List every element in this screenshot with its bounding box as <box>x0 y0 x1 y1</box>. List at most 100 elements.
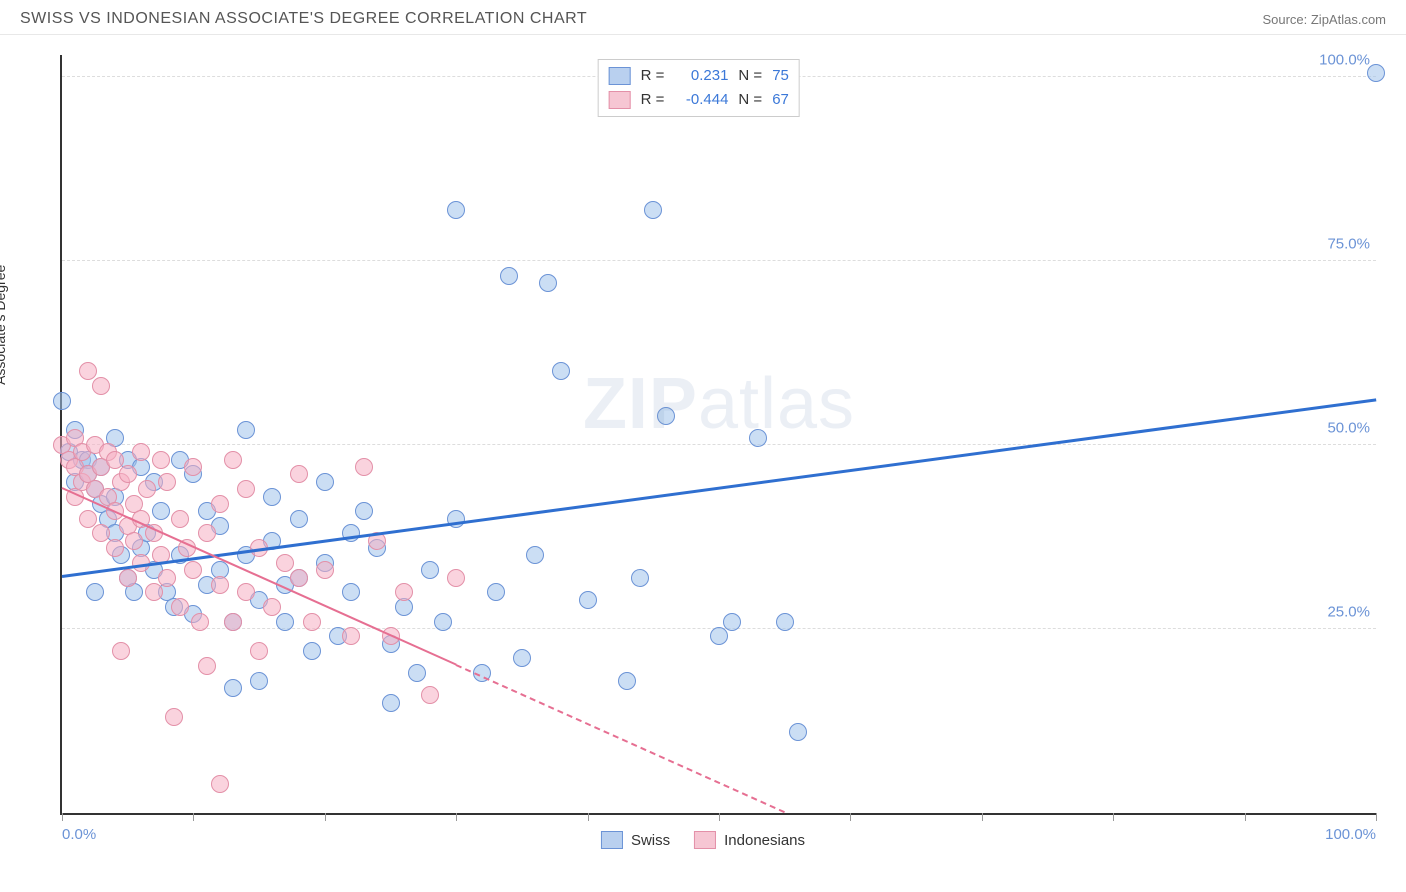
data-point <box>138 480 156 498</box>
data-point <box>211 576 229 594</box>
chart-container: ZIPatlas 25.0%50.0%75.0%100.0%0.0%100.0%… <box>20 35 1386 855</box>
data-point <box>250 672 268 690</box>
data-point <box>631 569 649 587</box>
data-point <box>276 613 294 631</box>
data-point <box>263 598 281 616</box>
x-axis-label: 100.0% <box>1325 826 1376 843</box>
data-point <box>421 686 439 704</box>
data-point <box>1367 64 1385 82</box>
data-point <box>421 561 439 579</box>
data-point <box>342 627 360 645</box>
data-point <box>79 362 97 380</box>
legend-swatch <box>609 91 631 109</box>
legend-r-value: 0.231 <box>674 64 728 88</box>
trend-line <box>62 398 1376 578</box>
data-point <box>316 473 334 491</box>
data-point <box>644 201 662 219</box>
legend-row: R =0.231N =75 <box>609 64 789 88</box>
data-point <box>171 510 189 528</box>
legend-r-label: R = <box>641 64 665 88</box>
data-point <box>382 694 400 712</box>
data-point <box>290 510 308 528</box>
data-point <box>355 458 373 476</box>
legend-r-label: R = <box>641 88 665 112</box>
data-point <box>237 583 255 601</box>
data-point <box>263 488 281 506</box>
data-point <box>500 267 518 285</box>
x-tick <box>325 813 326 821</box>
x-tick <box>62 813 63 821</box>
data-point <box>158 473 176 491</box>
y-tick-label: 75.0% <box>1327 236 1370 253</box>
data-point <box>657 407 675 425</box>
data-point <box>447 569 465 587</box>
data-point <box>237 421 255 439</box>
data-point <box>355 502 373 520</box>
data-point <box>513 649 531 667</box>
data-point <box>198 524 216 542</box>
legend-r-value: -0.444 <box>674 88 728 112</box>
legend-label: Swiss <box>631 832 670 849</box>
data-point <box>158 569 176 587</box>
data-point <box>434 613 452 631</box>
data-point <box>191 613 209 631</box>
data-point <box>211 495 229 513</box>
data-point <box>290 569 308 587</box>
data-point <box>290 465 308 483</box>
data-point <box>145 583 163 601</box>
legend-n-value: 67 <box>772 88 789 112</box>
chart-source: Source: ZipAtlas.com <box>1262 12 1386 27</box>
data-point <box>171 598 189 616</box>
data-point <box>184 561 202 579</box>
data-point <box>198 657 216 675</box>
data-point <box>447 201 465 219</box>
legend-top: R =0.231N =75R =-0.444N =67 <box>598 59 800 117</box>
x-tick <box>719 813 720 821</box>
legend-item: Swiss <box>601 831 670 849</box>
data-point <box>132 443 150 461</box>
data-point <box>408 664 426 682</box>
data-point <box>710 627 728 645</box>
data-point <box>749 429 767 447</box>
data-point <box>237 480 255 498</box>
legend-label: Indonesians <box>724 832 805 849</box>
legend-row: R = -0.444 N = 67 <box>609 88 789 112</box>
data-point <box>86 583 104 601</box>
data-point <box>125 532 143 550</box>
x-tick <box>982 813 983 821</box>
data-point <box>723 613 741 631</box>
y-tick-label: 100.0% <box>1319 52 1370 69</box>
legend-swatch <box>694 831 716 849</box>
data-point <box>776 613 794 631</box>
data-point <box>303 613 321 631</box>
data-point <box>119 569 137 587</box>
data-point <box>224 613 242 631</box>
data-point <box>316 561 334 579</box>
legend-bottom: Swiss Indonesians <box>601 831 805 849</box>
data-point <box>526 546 544 564</box>
data-point <box>579 591 597 609</box>
data-point <box>79 510 97 528</box>
data-point <box>487 583 505 601</box>
legend-swatch <box>601 831 623 849</box>
legend-n-label: N = <box>738 88 762 112</box>
data-point <box>152 451 170 469</box>
gridline-h <box>62 260 1376 261</box>
data-point <box>276 554 294 572</box>
data-point <box>303 642 321 660</box>
data-point <box>224 451 242 469</box>
data-point <box>224 679 242 697</box>
watermark: ZIPatlas <box>583 363 855 445</box>
x-tick <box>193 813 194 821</box>
gridline-h <box>62 444 1376 445</box>
x-axis-label: 0.0% <box>62 826 96 843</box>
x-tick <box>1245 813 1246 821</box>
chart-header: SWISS VS INDONESIAN ASSOCIATE'S DEGREE C… <box>0 0 1406 35</box>
data-point <box>152 502 170 520</box>
data-point <box>342 583 360 601</box>
x-tick <box>850 813 851 821</box>
data-point <box>184 458 202 476</box>
data-point <box>106 451 124 469</box>
y-tick-label: 25.0% <box>1327 604 1370 621</box>
data-point <box>618 672 636 690</box>
